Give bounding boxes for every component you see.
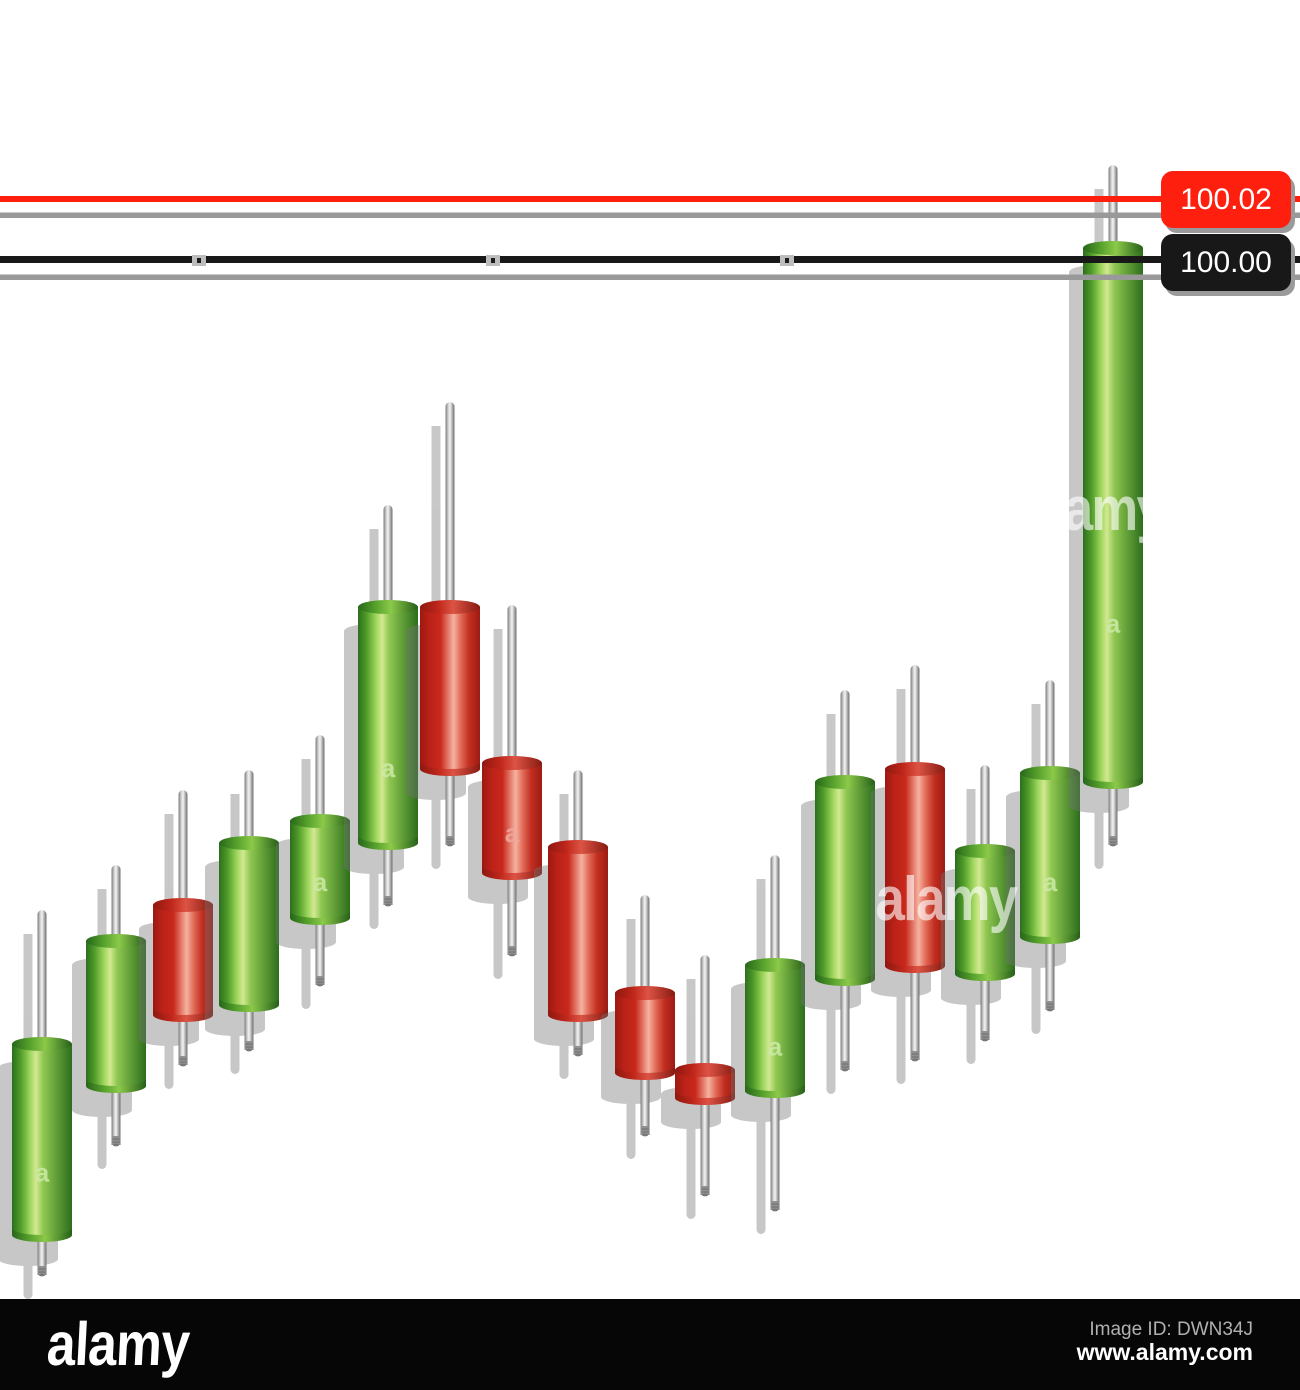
svg-text:a: a bbox=[1106, 609, 1121, 639]
svg-text:a: a bbox=[381, 753, 396, 783]
svg-text:www.alamy.com: www.alamy.com bbox=[1076, 1339, 1253, 1365]
svg-text:a: a bbox=[505, 818, 520, 848]
svg-text:100.02: 100.02 bbox=[1180, 183, 1272, 216]
svg-text:a: a bbox=[313, 867, 328, 897]
svg-text:a: a bbox=[35, 1158, 50, 1188]
svg-text:alamy: alamy bbox=[876, 865, 1019, 934]
svg-text:alamy: alamy bbox=[45, 1311, 192, 1379]
svg-text:Image ID: DWN34J: Image ID: DWN34J bbox=[1089, 1319, 1253, 1340]
svg-text:a: a bbox=[1043, 867, 1058, 897]
svg-text:amy: amy bbox=[1064, 475, 1166, 544]
svg-text:100.00: 100.00 bbox=[1180, 246, 1272, 279]
svg-text:a: a bbox=[768, 1032, 783, 1062]
